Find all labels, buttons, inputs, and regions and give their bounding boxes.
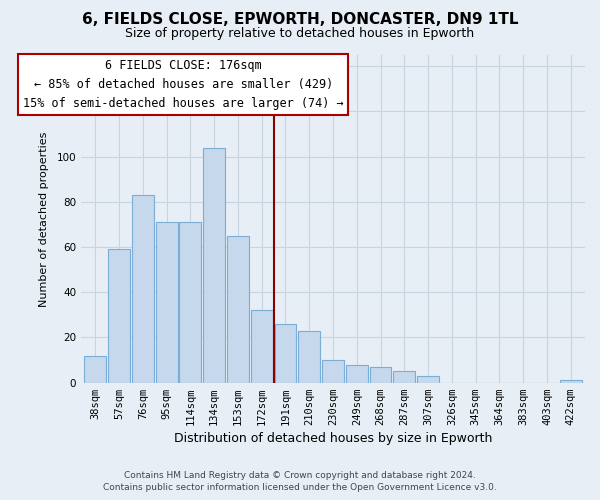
Bar	[346, 364, 368, 382]
Bar	[394, 372, 415, 382]
Bar	[179, 222, 201, 382]
Bar	[251, 310, 272, 382]
Bar	[85, 356, 106, 382]
Bar	[417, 376, 439, 382]
Text: Contains HM Land Registry data © Crown copyright and database right 2024.
Contai: Contains HM Land Registry data © Crown c…	[103, 471, 497, 492]
Text: 6 FIELDS CLOSE: 176sqm
← 85% of detached houses are smaller (429)
15% of semi-de: 6 FIELDS CLOSE: 176sqm ← 85% of detached…	[23, 59, 344, 110]
Text: 6, FIELDS CLOSE, EPWORTH, DONCASTER, DN9 1TL: 6, FIELDS CLOSE, EPWORTH, DONCASTER, DN9…	[82, 12, 518, 28]
Bar	[275, 324, 296, 382]
Text: Size of property relative to detached houses in Epworth: Size of property relative to detached ho…	[125, 28, 475, 40]
Bar	[203, 148, 225, 382]
Bar	[108, 250, 130, 382]
Bar	[298, 330, 320, 382]
X-axis label: Distribution of detached houses by size in Epworth: Distribution of detached houses by size …	[174, 432, 492, 445]
Bar	[560, 380, 581, 382]
Bar	[132, 195, 154, 382]
Y-axis label: Number of detached properties: Number of detached properties	[40, 131, 49, 306]
Bar	[227, 236, 249, 382]
Bar	[322, 360, 344, 382]
Bar	[370, 367, 391, 382]
Bar	[155, 222, 178, 382]
